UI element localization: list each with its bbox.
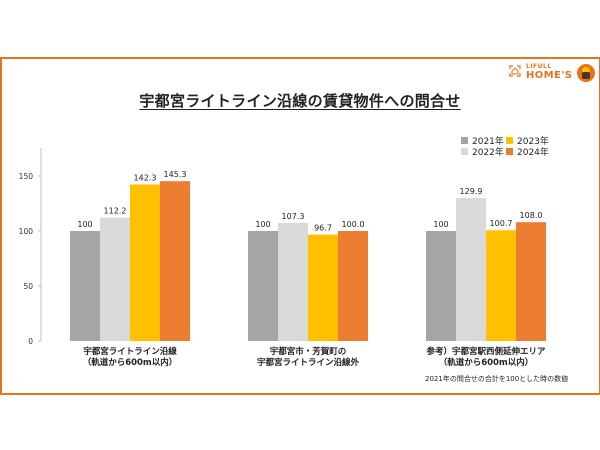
bar-2023年-1 [308, 234, 338, 341]
bar-2021年-0 [70, 231, 100, 341]
category-label-line: 宇都宮ライトライン沿線外 [256, 358, 359, 368]
bar-2022年-0 [100, 217, 130, 341]
category-label-line: 宇都宮ライトライン沿線 [83, 347, 177, 357]
legend-item-2023: 2023年 [506, 134, 549, 147]
category-label-line: 参考）宇都宮駅西側延伸エリア [426, 347, 546, 357]
data-label: 100 [433, 220, 448, 229]
bar-2024年-0 [160, 181, 190, 341]
bar-2021年-2 [426, 231, 456, 341]
logo-small-text: LIFULL [526, 63, 552, 70]
data-label: 100.7 [490, 219, 513, 228]
logo-big-text: HOME'S [526, 70, 573, 81]
data-label: 96.7 [314, 224, 332, 233]
legend-label-2022: 2022年 [472, 147, 504, 158]
category-label-line: （軌道から600m以内） [82, 358, 178, 368]
legend-label-2024: 2024年 [517, 147, 549, 158]
legend-item-2022: 2022年 [461, 145, 504, 158]
category-label-0: 宇都宮ライトライン沿線 （軌道から600m以内） [50, 347, 210, 369]
mascot-icon [577, 64, 595, 82]
bar-2024年-2 [516, 222, 546, 341]
chart-title-text: 宇都宮ライトライン沿線の賃貸物件への問合せ [139, 92, 461, 110]
y-tick-label: 150 [19, 172, 34, 181]
chart-title: 宇都宮ライトライン沿線の賃貸物件への問合せ [0, 90, 600, 111]
data-label: 145.3 [164, 170, 187, 179]
bar-2023年-2 [486, 230, 516, 341]
data-label: 142.3 [134, 173, 157, 182]
bar-2021年-1 [248, 231, 278, 341]
category-label-line: （軌道から600m以内） [438, 358, 534, 368]
data-label: 108.0 [520, 211, 543, 220]
legend-swatch-2023 [506, 136, 513, 144]
bar-2022年-2 [456, 198, 486, 341]
legend-label-2023: 2023年 [517, 136, 549, 147]
footnote: 2021年の問合せの合計を100とした時の数値 [425, 375, 569, 383]
data-label: 100.0 [342, 220, 365, 229]
legend-swatch-2022 [461, 147, 468, 155]
legend-item-2021: 2021年 [461, 134, 504, 147]
y-tick-label: 0 [28, 337, 33, 346]
data-label: 100 [255, 220, 270, 229]
bar-2023年-0 [130, 184, 160, 341]
legend-swatch-2024 [506, 147, 513, 155]
bar-2024年-1 [338, 231, 368, 341]
legend-swatch-2021 [461, 136, 468, 144]
bar-2022年-1 [278, 222, 308, 341]
legend-item-2024: 2024年 [506, 145, 549, 158]
legend-label-2021: 2021年 [472, 136, 504, 147]
category-label-2: 参考）宇都宮駅西側延伸エリア （軌道から600m以内） [406, 347, 566, 369]
data-label: 107.3 [282, 212, 305, 221]
house-icon [509, 65, 521, 77]
data-label: 112.2 [104, 207, 127, 216]
data-label: 129.9 [460, 187, 483, 196]
y-tick-label: 100 [19, 227, 34, 236]
category-label-line: 宇都宮市・芳賀町の [269, 347, 347, 357]
category-label-1: 宇都宮市・芳賀町の 宇都宮ライトライン沿線外 [228, 347, 388, 369]
lifull-homes-logo: LIFULL HOME'S [509, 61, 595, 89]
data-label: 100 [77, 220, 92, 229]
y-tick-label: 50 [23, 282, 33, 291]
